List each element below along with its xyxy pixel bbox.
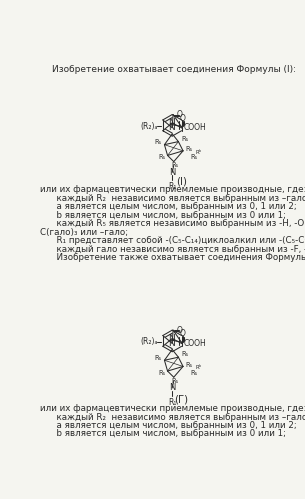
Text: Rᵇ: Rᵇ <box>196 150 202 155</box>
Text: R₁: R₁ <box>168 183 176 192</box>
Text: R₅: R₅ <box>181 351 188 357</box>
Text: R₅: R₅ <box>185 362 193 368</box>
Text: R₅: R₅ <box>155 355 162 361</box>
Text: O: O <box>176 110 182 119</box>
Text: R₅: R₅ <box>190 154 198 160</box>
Text: Изобретение охватывает соединения Формулы (I):: Изобретение охватывает соединения Формул… <box>52 65 296 74</box>
Text: Изобретение также охватывает соединения Формулы (I'):: Изобретение также охватывает соединения … <box>41 253 305 262</box>
Text: R₅: R₅ <box>172 378 179 384</box>
Text: а является целым числом, выбранным из 0, 1 или 2;: а является целым числом, выбранным из 0,… <box>41 421 297 430</box>
Text: N: N <box>168 339 175 348</box>
Text: Rᵇ: Rᵇ <box>196 365 202 370</box>
Text: (R₂)ₐ: (R₂)ₐ <box>140 122 157 131</box>
Text: R₅: R₅ <box>172 163 179 169</box>
Text: N: N <box>168 334 175 343</box>
Text: C(гало)₃ или –гало;: C(гало)₃ или –гало; <box>41 228 129 237</box>
Text: (I): (I) <box>176 177 187 187</box>
Text: каждый R₂  независимо является выбранным из –гало;: каждый R₂ независимо является выбранным … <box>41 194 305 203</box>
Text: R₅: R₅ <box>155 139 162 145</box>
Text: R₅: R₅ <box>158 154 166 160</box>
Text: R₅: R₅ <box>181 136 188 142</box>
Text: каждый R₅ является независимо выбранным из ‑H, ‑OH, ‑(C₁‑C₃)алкила,: каждый R₅ является независимо выбранным … <box>41 219 305 228</box>
Text: N: N <box>168 118 175 127</box>
Text: N: N <box>168 123 175 132</box>
Text: COOH: COOH <box>184 123 207 132</box>
Text: b является целым числом, выбранным из 0 или 1;: b является целым числом, выбранным из 0 … <box>41 430 286 439</box>
Text: N: N <box>169 168 175 177</box>
Text: R₅: R₅ <box>158 370 166 376</box>
Text: R₁ представляет собой ‑(C₅‑C₁₄)циклоалкил или ‑(C₅‑C₁₄)бициклоалкил; и: R₁ представляет собой ‑(C₅‑C₁₄)циклоалки… <box>41 236 305 245</box>
Text: R₁: R₁ <box>168 398 176 407</box>
Text: O: O <box>180 114 185 123</box>
Text: или их фармацевтически приемлемые производные, где:: или их фармацевтически приемлемые произв… <box>41 186 305 195</box>
Text: (R₂)ₐ: (R₂)ₐ <box>140 337 157 346</box>
Text: (Г): (Г) <box>174 394 188 404</box>
Text: N: N <box>169 384 175 393</box>
Text: R₅: R₅ <box>190 370 198 376</box>
Text: b является целым числом, выбранным из 0 или 1;: b является целым числом, выбранным из 0 … <box>41 211 286 220</box>
Text: или их фармацевтически приемлемые производные, где:: или их фармацевтически приемлемые произв… <box>41 404 305 413</box>
Text: O: O <box>176 326 182 335</box>
Text: R₅: R₅ <box>185 146 193 152</box>
Text: O: O <box>180 329 185 338</box>
Text: каждый гало независимо является выбранным из ‑F, ‑Cl, ‑Br или ‑I.: каждый гало независимо является выбранны… <box>41 245 305 253</box>
Text: COOH: COOH <box>184 339 207 348</box>
Text: а является целым числом, выбранным из 0, 1 или 2;: а является целым числом, выбранным из 0,… <box>41 202 297 212</box>
Text: каждый R₂  независимо является выбранным из –гало;: каждый R₂ независимо является выбранным … <box>41 413 305 422</box>
